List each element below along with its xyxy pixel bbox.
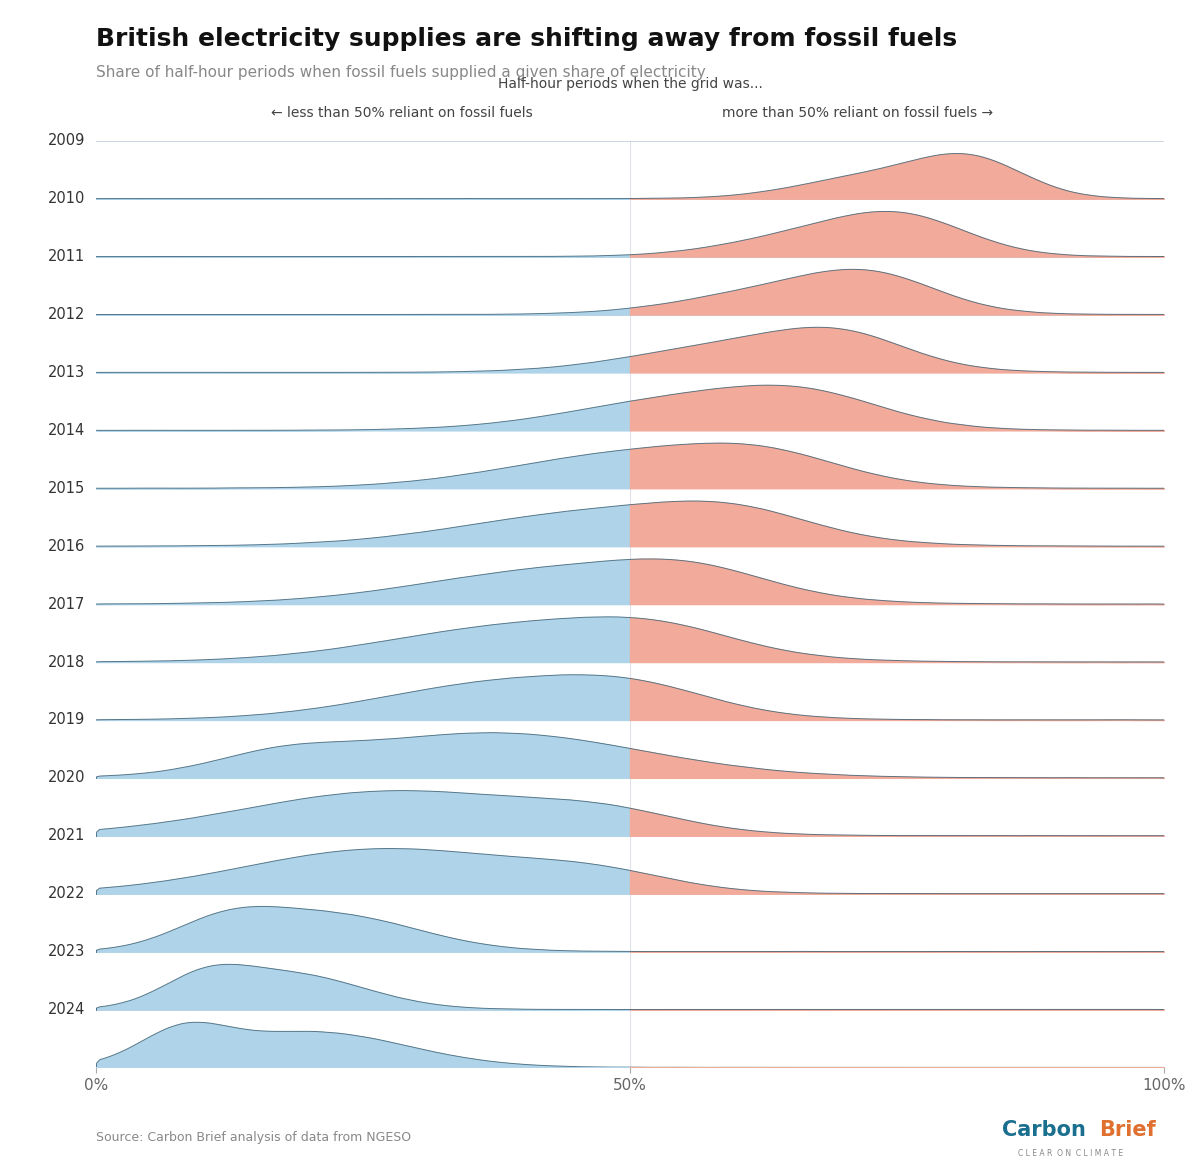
Text: 2021: 2021 bbox=[48, 828, 85, 843]
Text: ← less than 50% reliant on fossil fuels: ← less than 50% reliant on fossil fuels bbox=[271, 106, 533, 120]
Text: 2023: 2023 bbox=[48, 944, 85, 960]
Text: C L E A R  O N  C L I M A T E: C L E A R O N C L I M A T E bbox=[1018, 1148, 1123, 1158]
Text: more than 50% reliant on fossil fuels →: more than 50% reliant on fossil fuels → bbox=[722, 106, 994, 120]
Text: 2009: 2009 bbox=[48, 134, 85, 148]
Text: 2024: 2024 bbox=[48, 1002, 85, 1017]
Text: Share of half-hour periods when fossil fuels supplied a given share of electrici: Share of half-hour periods when fossil f… bbox=[96, 65, 706, 80]
Text: 2017: 2017 bbox=[48, 597, 85, 611]
Text: 2013: 2013 bbox=[48, 365, 85, 380]
Text: 2011: 2011 bbox=[48, 249, 85, 264]
Text: Carbon: Carbon bbox=[1002, 1120, 1086, 1140]
Text: Source: Carbon Brief analysis of data from NGESO: Source: Carbon Brief analysis of data fr… bbox=[96, 1131, 412, 1144]
Text: 2019: 2019 bbox=[48, 712, 85, 727]
Text: British electricity supplies are shifting away from fossil fuels: British electricity supplies are shiftin… bbox=[96, 27, 958, 50]
Text: 2020: 2020 bbox=[48, 771, 85, 786]
Text: 2022: 2022 bbox=[48, 886, 85, 901]
Text: 2016: 2016 bbox=[48, 538, 85, 554]
Text: Half-hour periods when the grid was...: Half-hour periods when the grid was... bbox=[498, 77, 762, 91]
Text: 2018: 2018 bbox=[48, 655, 85, 670]
Text: 2010: 2010 bbox=[48, 191, 85, 206]
Text: 2014: 2014 bbox=[48, 422, 85, 438]
Text: 2012: 2012 bbox=[48, 307, 85, 323]
Text: Brief: Brief bbox=[1099, 1120, 1156, 1140]
Text: 2015: 2015 bbox=[48, 481, 85, 496]
